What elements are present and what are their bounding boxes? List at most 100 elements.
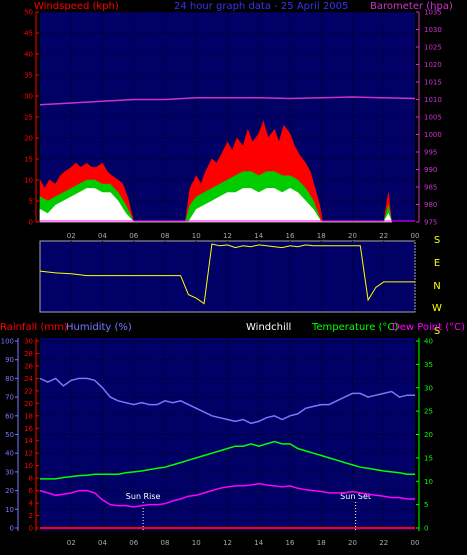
rainfall-y-tick-label: 6: [29, 487, 34, 495]
barometer-y-tick-label: 1025: [424, 44, 442, 52]
temperature-x-tick-label: 04: [98, 539, 107, 547]
wind-x-tick-label: 02: [67, 232, 76, 240]
humidity-y-tick-label: 70: [5, 394, 14, 402]
wind-y-tick-label: 30: [24, 93, 33, 101]
rainfall-y-tick-label: 18: [24, 412, 33, 420]
humidity-y-tick-label: 100: [1, 338, 14, 346]
temperature-x-tick-label: 12: [223, 539, 232, 547]
barometer-y-tick-label: 985: [424, 184, 437, 192]
series-line: [39, 482, 415, 508]
wind-y-tick-label: 50: [24, 9, 33, 17]
barometer-y-tick-label: 1035: [424, 9, 442, 17]
barometer-y-tick-label: 1015: [424, 79, 442, 87]
rainfall-y-tick-label: 0: [29, 525, 33, 533]
rainfall-y-tick-label: 16: [24, 425, 33, 433]
rainfall-axis-label: Rainfall (mm): [0, 322, 68, 333]
temperature-axis-label: Temperature (°C): [311, 322, 398, 333]
compass-label: W: [432, 303, 442, 314]
chart-title: 24 hour graph data - 25 April 2005: [174, 1, 348, 12]
temperature-y-tick-label: 15: [424, 454, 433, 462]
wind-x-ticks: 02 04 06 08 10 12 14 16 18 20 22 00: [67, 232, 420, 240]
wind-y-ticks: 0 5 10 15 20 25 30 35 40 45 50: [24, 9, 39, 227]
series-line: [39, 377, 415, 425]
wind-y-tick-label: 5: [29, 198, 33, 206]
barometer-y-tick-label: 990: [424, 166, 437, 174]
temperature-x-tick-label: 00: [411, 539, 420, 547]
rainfall-y-tick-label: 12: [24, 450, 33, 458]
temperature-y-tick-label: 40: [424, 338, 433, 346]
humidity-y-tick-label: 20: [5, 487, 14, 495]
wind-direction-line: [39, 243, 415, 305]
wind-x-tick-label: 04: [98, 232, 107, 240]
barometer-y-tick-label: 995: [424, 149, 437, 157]
sun-marker-label: Sun Set: [340, 492, 371, 501]
wind-x-tick-label: 18: [317, 232, 326, 240]
rainfall-y-tick-label: 30: [24, 338, 33, 346]
temperature-y-tick-label: 25: [424, 408, 433, 416]
temperature-series: [39, 377, 415, 529]
wind-x-tick-label: 00: [411, 232, 420, 240]
humidity-y-tick-label: 90: [5, 356, 14, 364]
temperature-x-tick-label: 22: [379, 539, 388, 547]
temperature-y-tick-label: 0: [424, 525, 428, 533]
wind-x-tick-label: 12: [223, 232, 232, 240]
windchill-label: Windchill: [246, 322, 291, 333]
barometer-y-tick-label: 1030: [424, 26, 442, 34]
humidity-y-tick-label: 60: [5, 412, 14, 420]
rainfall-y-tick-label: 2: [29, 512, 33, 520]
direction-plot-area: [39, 240, 416, 313]
temperature-y-tick-label: 10: [424, 478, 433, 486]
sun-marker-label: Sun Rise: [126, 492, 161, 501]
barometer-y-tick-label: 980: [424, 201, 437, 209]
temperature-y-tick-label: 35: [424, 361, 433, 369]
wind-x-tick-label: 16: [286, 232, 295, 240]
direction-compass-ticks: S E NW S: [432, 235, 442, 337]
wind-x-tick-label: 20: [348, 232, 357, 240]
temperature-x-tick-label: 06: [129, 539, 138, 547]
windspeed-axis-label: Windspeed (kph): [34, 1, 119, 12]
barometer-y-tick-label: 1000: [424, 131, 442, 139]
temperature-x-tick-label: 02: [67, 539, 76, 547]
windspeed-low-area: [39, 188, 393, 223]
temperature-x-tick-label: 18: [317, 539, 326, 547]
wind-x-tick-label: 14: [254, 232, 263, 240]
rainfall-y-tick-label: 8: [29, 475, 33, 483]
wind-x-tick-label: 08: [161, 232, 170, 240]
compass-label: N: [433, 281, 440, 292]
wind-y-tick-label: 20: [24, 135, 33, 143]
humidity-y-ticks: 0 10 20 30 40 50 60 70 80 90 100: [1, 338, 18, 533]
wind-y-tick-label: 45: [24, 30, 33, 38]
compass-label: S: [434, 235, 440, 246]
barometer-y-tick-label: 1020: [424, 61, 442, 69]
temperature-y-ticks: 0 5 10 15 20 25 30 35 40: [416, 338, 433, 533]
barometer-y-tick-label: 1010: [424, 96, 442, 104]
humidity-y-tick-label: 10: [5, 506, 14, 514]
temperature-y-tick-label: 5: [424, 501, 428, 509]
humidity-y-tick-label: 80: [5, 375, 14, 383]
rainfall-y-tick-label: 26: [24, 362, 33, 370]
wind-y-tick-label: 35: [24, 72, 33, 80]
temperature-x-tick-label: 16: [286, 539, 295, 547]
compass-label: E: [434, 258, 440, 269]
humidity-y-tick-label: 50: [5, 431, 14, 439]
temperature-x-tick-label: 10: [192, 539, 201, 547]
rainfall-y-tick-label: 22: [24, 387, 33, 395]
wind-x-tick-label: 06: [129, 232, 138, 240]
rainfall-y-tick-label: 28: [24, 350, 33, 358]
rainfall-y-tick-label: 14: [24, 437, 33, 445]
direction-series: [39, 243, 415, 305]
wind-series: [39, 96, 416, 223]
temperature-x-tick-label: 08: [161, 539, 170, 547]
wind-x-tick-label: 10: [192, 232, 201, 240]
wind-y-tick-label: 15: [24, 156, 33, 164]
rainfall-y-tick-label: 10: [24, 462, 33, 470]
humidity-y-tick-label: 40: [5, 450, 14, 458]
barometer-y-tick-label: 975: [424, 219, 437, 227]
temperature-grid: [40, 338, 416, 531]
wind-y-tick-label: 0: [29, 219, 33, 227]
temperature-x-tick-label: 14: [254, 539, 263, 547]
barometer-line: [39, 96, 416, 106]
